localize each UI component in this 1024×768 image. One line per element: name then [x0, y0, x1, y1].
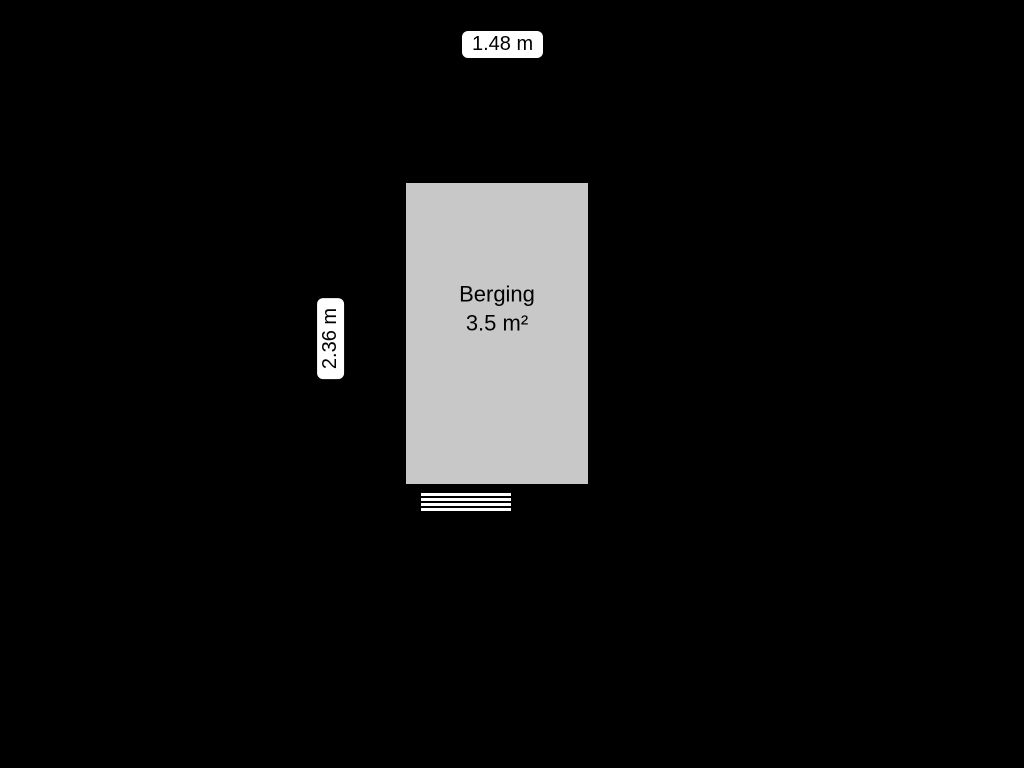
dimension-height-text: 2.36 m	[319, 308, 341, 369]
room-berging: Berging 3.5 m²	[398, 175, 596, 492]
door-step	[420, 507, 512, 512]
dimension-width-text: 1.48 m	[472, 33, 533, 55]
door-threshold	[420, 492, 512, 512]
floorplan-canvas: Berging 3.5 m² 1.48 m 2.36 m	[0, 0, 1024, 768]
room-label: Berging 3.5 m²	[406, 281, 588, 338]
room-area: 3.5 m²	[406, 309, 588, 338]
room-name: Berging	[406, 281, 588, 310]
dimension-width-badge: 1.48 m	[462, 31, 543, 58]
dimension-height-badge: 2.36 m	[317, 298, 344, 379]
